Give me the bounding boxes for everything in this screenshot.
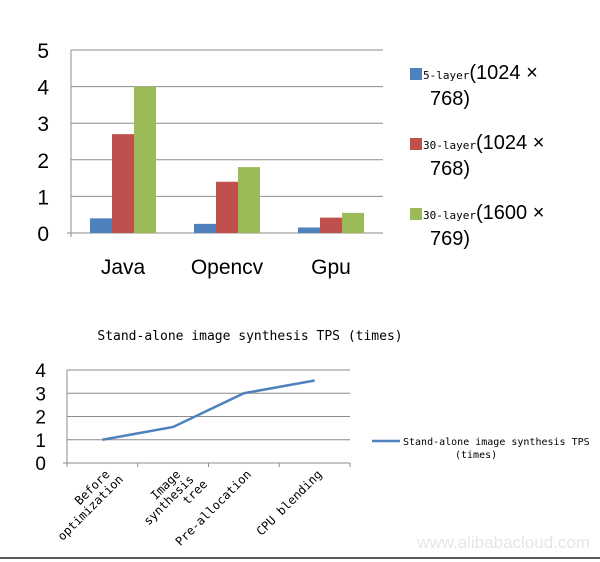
bar <box>194 223 216 233</box>
bar <box>216 181 238 233</box>
y-tick-label: 3 <box>35 384 46 405</box>
legend-entry-cont: 769) <box>430 228 470 250</box>
x-tick-label: Beforeoptimization <box>46 463 126 543</box>
x-tick-label: Opencv <box>191 256 264 279</box>
bar-chart: 0 1 2 3 4 5 Java Opencv Gpu <box>37 40 383 279</box>
legend-entry-cont: (times) <box>455 450 497 461</box>
y-tick-label: 1 <box>35 431 46 452</box>
chart-title: Stand-alone image synthesis TPS (times) <box>97 329 402 344</box>
line-chart: Stand-alone image synthesis TPS (times) 0… <box>35 329 402 549</box>
legend-entry: 5-layer(1024 × <box>423 62 538 84</box>
bar-chart-legend: 5-layer(1024 × 768) 30-layer(1024 × 768) 30-… <box>410 62 544 250</box>
y-tick-label: 3 <box>37 113 49 136</box>
y-tick-label: 2 <box>37 150 49 173</box>
bar <box>298 227 320 233</box>
x-tick-label: CPU blending <box>254 467 325 538</box>
legend-entry-cont: 768) <box>430 88 470 110</box>
bar <box>342 212 364 233</box>
bar <box>134 86 156 233</box>
bar <box>112 134 134 233</box>
y-tick-label: 5 <box>37 40 49 63</box>
bar <box>320 217 342 233</box>
bar <box>238 167 260 233</box>
x-tick-label: Gpu <box>311 256 351 279</box>
y-tick-label: 2 <box>35 408 46 429</box>
legend-entry: 30-layer(1024 × <box>423 132 544 154</box>
legend-entry: Stand-alone image synthesis TPS <box>403 437 590 448</box>
y-tick-label: 4 <box>35 361 46 382</box>
line-chart-legend: Stand-alone image synthesis TPS (times) <box>372 437 590 461</box>
legend-entry-cont: 768) <box>430 158 470 180</box>
watermark: www.alibabacloud.com <box>416 533 590 552</box>
y-tick-label: 0 <box>37 223 49 246</box>
y-tick-label: 0 <box>35 454 46 475</box>
legend-swatch <box>410 138 422 150</box>
y-tick-label: 4 <box>37 77 49 100</box>
legend-swatch <box>410 68 422 80</box>
series-line <box>102 379 315 441</box>
y-tick-label: 1 <box>37 186 49 209</box>
legend-swatch <box>410 208 422 220</box>
legend-entry: 30-layer(1600 × <box>423 202 544 224</box>
bar <box>90 218 112 233</box>
x-tick-label: Java <box>101 256 146 279</box>
